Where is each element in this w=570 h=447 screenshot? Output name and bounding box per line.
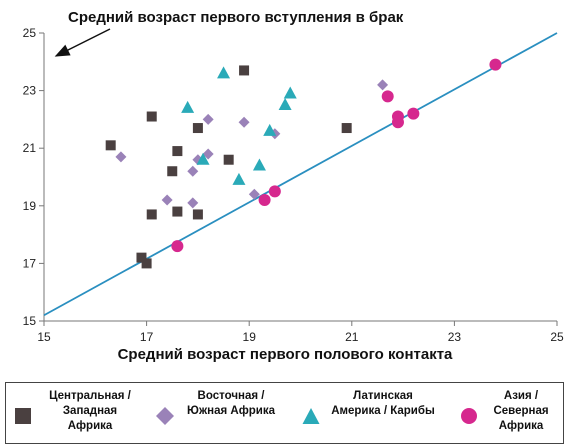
triangle-point: [278, 98, 292, 110]
diamond-point: [202, 148, 214, 160]
axes: 15 17 19 21 23 25 15 17 19 21 23 25: [23, 26, 564, 344]
triangle-point: [181, 100, 195, 113]
square-point: [192, 123, 203, 134]
diamond-point: [187, 197, 199, 209]
triangle-point: [283, 86, 297, 99]
annotation-arrow: [54, 28, 111, 57]
square-point: [141, 258, 152, 269]
triangle-marker-icon: [302, 408, 320, 424]
diagonal-line: [43, 32, 558, 317]
square-point: [167, 166, 178, 177]
square-point: [172, 206, 183, 217]
x-tick-label: 23: [448, 330, 462, 344]
diamond-marker-icon: [156, 407, 174, 425]
y-axis-title: Средний возраст первого вступления в бра…: [68, 9, 404, 26]
x-tick-label: 25: [550, 330, 564, 344]
x-tick-label: 15: [37, 330, 51, 344]
legend-item-latin-america: Латинская Америка / Карибы: [294, 383, 444, 445]
circle-point: [407, 107, 420, 120]
x-tick-label: 17: [140, 330, 154, 344]
legend-item-asia-north-africa: Азия / Северная Африка: [452, 383, 562, 445]
circle-point: [258, 194, 271, 207]
diamond-point: [377, 79, 389, 91]
triangle-point: [196, 152, 210, 165]
x-tick-label: 19: [243, 330, 257, 344]
diamond-point: [187, 165, 199, 177]
triangle-point: [252, 158, 266, 171]
triangle-point: [263, 123, 277, 136]
data-points: [105, 58, 502, 269]
circle-point: [381, 90, 394, 103]
triangle-point: [232, 172, 246, 185]
legend-item-east-south-africa: Восточная / Южная Африка: [148, 383, 286, 445]
diamond-point: [238, 116, 250, 128]
y-tick-label: 25: [23, 26, 37, 40]
square-marker-icon: [15, 408, 31, 424]
diamond-point: [115, 151, 127, 163]
y-tick-label: 17: [23, 256, 37, 270]
square-point: [146, 111, 157, 122]
square-point: [223, 154, 234, 165]
y-tick-label: 19: [23, 199, 37, 213]
circle-point: [171, 240, 184, 253]
legend-label: Восточная / Южная Африка: [186, 390, 275, 417]
y-tick-label: 21: [23, 141, 37, 155]
square-point: [146, 209, 157, 220]
circle-marker-icon: [461, 408, 477, 424]
legend-label: Латинская Америка / Карибы: [331, 390, 435, 417]
legend-label: Центральная / Западная Африка: [49, 390, 131, 432]
diamond-point: [248, 188, 260, 200]
square-point: [239, 65, 250, 76]
square-point: [136, 252, 147, 263]
square-point: [192, 209, 203, 220]
legend-label: Азия / Северная Африка: [493, 390, 549, 432]
circle-point: [489, 58, 502, 71]
circle-point: [268, 185, 281, 198]
y-tick-label: 23: [23, 84, 37, 98]
legend: Центральная / Западная Африка Восточная …: [5, 382, 564, 444]
circle-point: [391, 110, 404, 123]
triangle-point: [217, 66, 231, 79]
square-point: [172, 146, 183, 157]
legend-item-central-west-africa: Центральная / Западная Африка: [6, 383, 146, 445]
diamond-point: [161, 194, 173, 206]
square-point: [341, 123, 352, 134]
diamond-point: [202, 113, 214, 125]
x-axis-title: Средний возраст первого полового контакт…: [117, 346, 453, 363]
reference-line: [43, 32, 558, 317]
y-tick-label: 15: [23, 314, 37, 328]
x-tick-label: 21: [345, 330, 359, 344]
square-point: [105, 140, 116, 151]
